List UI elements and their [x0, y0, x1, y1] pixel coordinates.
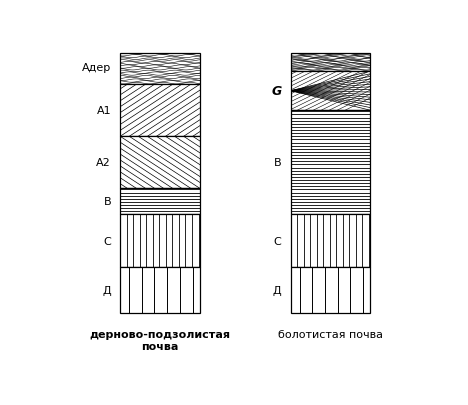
Bar	[291, 215, 371, 267]
Bar	[291, 111, 371, 215]
Text: А1: А1	[96, 106, 111, 116]
Text: болотистая почва: болотистая почва	[278, 329, 383, 339]
Text: дерново-подзолистая
почва: дерново-подзолистая почва	[89, 329, 231, 351]
Text: Адер: Адер	[82, 63, 111, 73]
Text: Д: Д	[102, 285, 111, 295]
Bar	[120, 189, 200, 215]
Text: С: С	[103, 236, 111, 246]
Bar	[120, 54, 200, 85]
Text: А2: А2	[96, 158, 111, 168]
Bar	[291, 267, 371, 313]
Bar	[120, 267, 200, 313]
Bar	[120, 85, 200, 137]
Text: В: В	[103, 197, 111, 207]
Bar	[120, 137, 200, 189]
Text: G: G	[271, 85, 282, 98]
Bar	[291, 54, 371, 72]
Bar	[291, 72, 371, 111]
Text: Д: Д	[273, 285, 282, 295]
Bar	[120, 215, 200, 267]
Text: В: В	[274, 158, 282, 168]
Text: С: С	[274, 236, 282, 246]
